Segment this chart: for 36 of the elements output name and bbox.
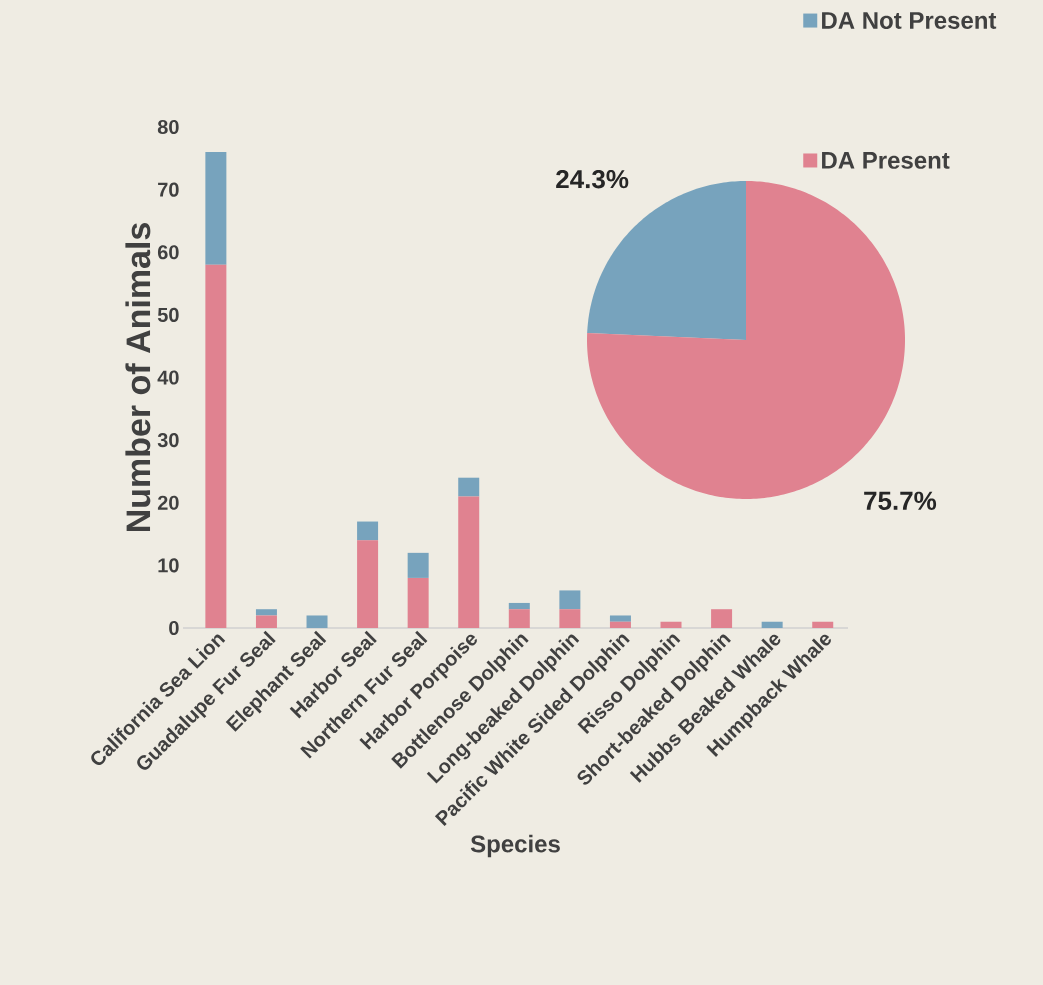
bar (711, 609, 733, 628)
bar (812, 621, 834, 628)
y-tick-label: 30 (157, 433, 179, 448)
bar (508, 609, 530, 628)
bar (306, 615, 328, 628)
legend-label: DA Not Present (822, 12, 997, 29)
legend-label: DA Present (822, 152, 950, 169)
y-tick-label: 0 (169, 620, 179, 636)
bar (761, 621, 783, 628)
bar (559, 609, 581, 628)
x-axis-title: Species (470, 834, 560, 858)
y-tick-label: 50 (157, 307, 179, 322)
bar (205, 152, 227, 265)
data-label: 24.3% (556, 169, 629, 189)
bar (609, 621, 631, 628)
bar (255, 615, 277, 628)
bar (205, 264, 227, 628)
y-tick-label: 40 (157, 370, 179, 385)
y-tick-label: 10 (158, 558, 179, 573)
y-tick-label: 20 (157, 495, 179, 510)
bar (407, 552, 429, 578)
data-label: 75.7% (864, 491, 937, 510)
y-axis-title: Number of Animals (125, 223, 151, 532)
bar (255, 609, 277, 616)
bar (508, 602, 530, 610)
bar (609, 615, 631, 622)
bar (458, 496, 480, 628)
bar (660, 621, 682, 628)
y-tick-label: 70 (158, 182, 179, 197)
bar (357, 521, 379, 541)
bar (407, 577, 429, 628)
bar (458, 477, 480, 497)
y-tick-label: 60 (157, 245, 179, 260)
bar (357, 540, 379, 628)
y-tick-label: 80 (157, 119, 179, 135)
bar (559, 590, 581, 610)
